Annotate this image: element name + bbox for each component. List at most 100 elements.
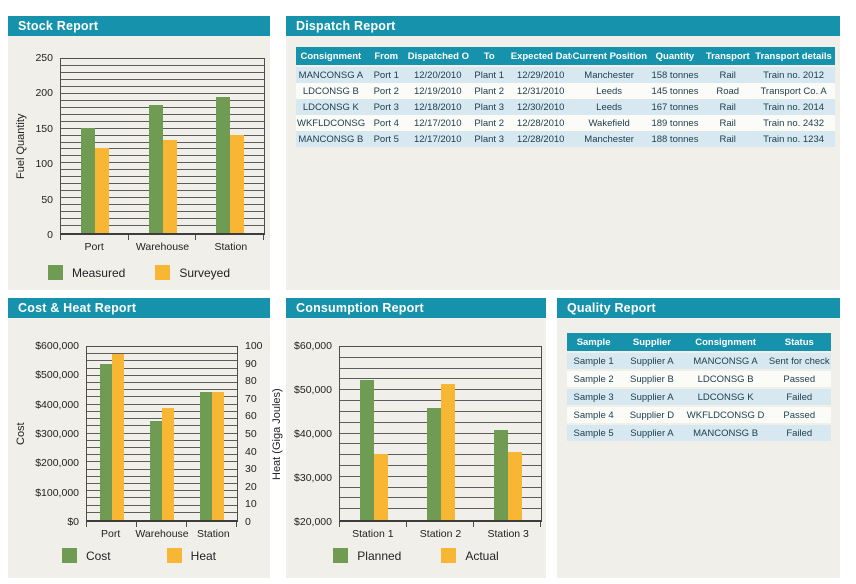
y-tick-label: 150 bbox=[35, 122, 53, 135]
bar-group-port bbox=[61, 59, 129, 233]
table-cell: Leeds bbox=[571, 83, 647, 99]
chart-legend: Measured Surveyed bbox=[8, 265, 270, 280]
column-header-from: From bbox=[365, 47, 407, 67]
consumption-report-panel: Consumption Report $20,000 $30,000 $40,000… bbox=[286, 298, 546, 578]
y2-tick-label: 30 bbox=[245, 463, 257, 476]
y-tick-label: $40,000 bbox=[294, 428, 332, 440]
y-tick-label: $300,000 bbox=[35, 428, 79, 440]
x-category-label-station-1: Station 1 bbox=[352, 528, 394, 540]
y2-tick-label: 20 bbox=[245, 480, 257, 493]
table-cell: Sample 4 bbox=[567, 406, 621, 425]
x-category-label-warehouse: Warehouse bbox=[135, 241, 190, 253]
table-cell: 158 tonnes bbox=[646, 66, 704, 83]
dispatch-report-title-bar: Dispatch Report bbox=[286, 16, 840, 36]
gridline bbox=[61, 64, 264, 66]
gridline bbox=[87, 403, 237, 405]
table-cell: Port 3 bbox=[365, 99, 407, 115]
table-cell: Train no. 2012 bbox=[752, 66, 835, 83]
bar-group-warehouse bbox=[129, 59, 197, 233]
column-header-status: Status bbox=[767, 333, 831, 353]
consumption-report-title-bar: Consumption Report bbox=[286, 298, 546, 318]
cost-heat-chart: $0 $100,000 $200,000 $300,000 $400,000 $500,0… bbox=[8, 318, 283, 578]
legend-label: Surveyed bbox=[179, 265, 231, 280]
column-header-expected-date: Expected Date bbox=[509, 47, 572, 67]
table-cell: 12/30/2010 bbox=[509, 99, 572, 115]
column-header-quantity: Quantity bbox=[646, 47, 704, 67]
table-cell: Passed bbox=[767, 406, 831, 425]
y-tick-label: 250 bbox=[35, 52, 53, 64]
bar-cost-port bbox=[100, 364, 112, 520]
planned-legend-swatch bbox=[333, 548, 349, 563]
panel-title: Dispatch Report bbox=[296, 19, 396, 33]
table-cell: Supplier D bbox=[620, 406, 684, 425]
table-row: LDCONSG K Port 3 12/18/2010 Plant 3 12/30/20… bbox=[296, 99, 835, 115]
table-cell: Rail bbox=[703, 66, 753, 83]
table-cell: Transport Co. A bbox=[752, 83, 835, 99]
table-row: Sample 3 Supplier A LDCONSG K Failed bbox=[567, 388, 831, 407]
dispatch-report-body: Consignment From Dispatched On To Expected D… bbox=[286, 36, 840, 290]
x-axis-tick bbox=[86, 522, 87, 527]
bar-heat-warehouse bbox=[162, 407, 174, 520]
gridline bbox=[87, 382, 237, 384]
x-axis-tick bbox=[339, 522, 340, 527]
cost-heat-report-panel: Cost & Heat Report $0 $100,000 $200,000 $30… bbox=[8, 298, 283, 578]
x-axis-tick bbox=[405, 522, 407, 527]
plot-area bbox=[86, 346, 238, 527]
table-cell: Sample 1 bbox=[567, 352, 621, 371]
x-axis-tick bbox=[263, 235, 264, 240]
table-cell: LDCONSG K bbox=[683, 388, 768, 407]
gridline bbox=[61, 78, 264, 80]
table-cell: WKFLDCONSG D bbox=[296, 115, 366, 131]
bar-group-station-3 bbox=[474, 347, 541, 520]
gridline bbox=[87, 367, 237, 369]
y-tick-label: $20,000 bbox=[294, 516, 332, 528]
panel-title: Stock Report bbox=[18, 19, 99, 33]
consumption-chart: $20,000 $30,000 $40,000 $50,000 $60,000 Stati… bbox=[286, 318, 546, 578]
table-cell: Sample 3 bbox=[567, 388, 621, 407]
bar-groups bbox=[61, 59, 264, 233]
bar-group-station-2 bbox=[407, 347, 474, 520]
y-tick-label: $500,000 bbox=[35, 369, 79, 382]
table-cell: 12/31/2010 bbox=[509, 83, 572, 99]
bar-group-station-1 bbox=[340, 347, 407, 520]
column-header-transport-details: Transport details bbox=[752, 47, 835, 67]
gridline bbox=[87, 353, 237, 355]
table-cell: Sample 2 bbox=[567, 370, 621, 389]
table-cell: Sent for check bbox=[767, 352, 831, 371]
column-header-sample: Sample bbox=[567, 333, 621, 353]
table-cell: Failed bbox=[767, 424, 831, 443]
quality-table: Sample Supplier Consignment Status Sample 1… bbox=[567, 333, 831, 443]
column-header-consignment: Consignment bbox=[296, 47, 366, 67]
quality-report-title-bar: Quality Report bbox=[557, 298, 840, 318]
x-category-label-station: Station bbox=[196, 528, 230, 540]
table-cell: 12/20/2010 bbox=[406, 66, 469, 83]
table-cell: Sample 5 bbox=[567, 424, 621, 443]
x-axis-tick bbox=[127, 235, 129, 240]
table-row: Sample 2 Supplier B LDCONSG B Passed bbox=[567, 370, 831, 389]
cost-heat-report-body: $0 $100,000 $200,000 $300,000 $400,000 $500,0… bbox=[8, 318, 283, 578]
y-tick-label: $100,000 bbox=[35, 486, 79, 499]
panel-title: Cost & Heat Report bbox=[18, 301, 137, 315]
table-cell: 12/17/2010 bbox=[406, 131, 469, 147]
y-tick-label: $0 bbox=[67, 516, 79, 528]
table-row: Sample 5 Supplier A MANCONSG B Failed bbox=[567, 424, 831, 443]
bar-measured-warehouse bbox=[148, 104, 163, 233]
dispatch-report-panel: Dispatch Report Consignment From Dispatche… bbox=[286, 16, 840, 290]
bar-actual-station-1 bbox=[373, 453, 388, 520]
table-row: Sample 1 Supplier A MANCONSG A Sent for che… bbox=[567, 352, 831, 371]
table-cell: WKFLDCONSG D bbox=[683, 406, 768, 425]
gridline bbox=[61, 92, 264, 94]
legend-label: Planned bbox=[357, 548, 402, 563]
y-tick-label: $600,000 bbox=[35, 340, 79, 352]
gridline bbox=[87, 360, 237, 362]
legend-label: Cost bbox=[85, 548, 111, 563]
y-tick-label: $50,000 bbox=[294, 384, 332, 396]
y2-tick-label: 90 bbox=[245, 357, 257, 370]
heat-legend-swatch bbox=[166, 548, 182, 563]
y-tick-label: $400,000 bbox=[35, 398, 79, 411]
gridline bbox=[340, 378, 541, 380]
x-axis-labels: Port Warehouse Station bbox=[86, 528, 238, 540]
y2-axis-title: Heat (Giga Joules) bbox=[271, 388, 283, 480]
bar-planned-station-1 bbox=[359, 380, 374, 520]
